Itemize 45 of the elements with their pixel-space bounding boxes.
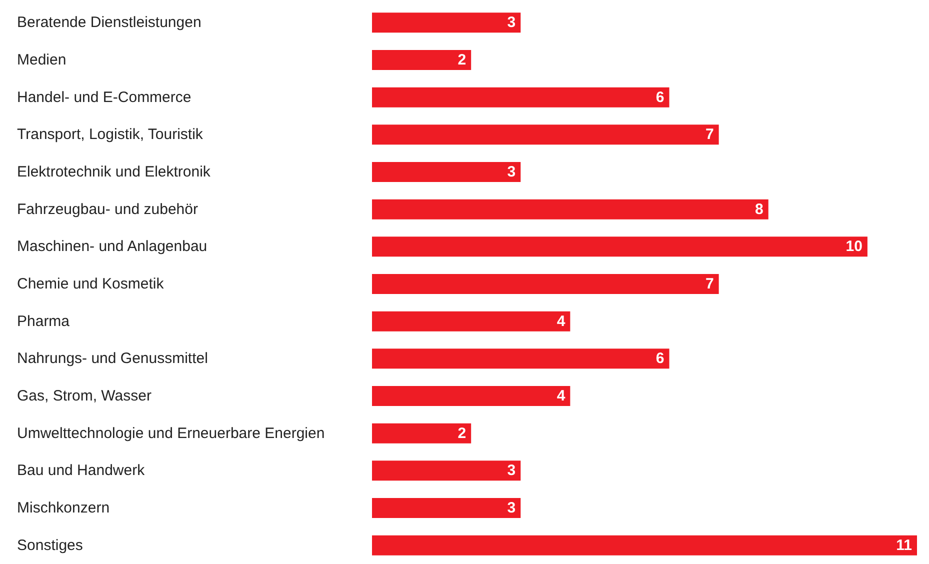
bar — [372, 348, 670, 369]
y-tick-label: Fahrzeugbau- und zubehör — [17, 200, 198, 218]
y-tick-label: Sonstiges — [17, 536, 83, 554]
data-label: 6 — [656, 350, 664, 368]
bar — [372, 87, 670, 108]
data-label: 10 — [846, 238, 862, 256]
data-label: 4 — [556, 388, 566, 404]
y-tick-label: Medien — [17, 52, 66, 68]
y-tick-label: Umwelttechnologie und Erneuerbare Energien — [17, 424, 325, 442]
y-tick-label: Pharma — [17, 312, 70, 330]
data-label: 3 — [507, 164, 516, 180]
data-label: 7 — [705, 126, 714, 144]
bar — [372, 12, 521, 33]
y-tick-label: Mischkonzern — [17, 500, 110, 516]
bar — [372, 460, 521, 481]
data-label: 3 — [507, 500, 516, 516]
data-label: 4 — [556, 312, 566, 330]
y-tick-label: Elektrotechnik und Elektronik — [17, 164, 211, 180]
bar — [372, 236, 868, 257]
y-tick-label: Gas, Strom, Wasser — [17, 388, 152, 404]
bar — [372, 311, 570, 332]
y-tick-label: Nahrungs- und Genussmittel — [17, 350, 208, 368]
bar — [372, 124, 719, 145]
data-label: 2 — [458, 52, 466, 68]
data-label: 3 — [507, 462, 516, 480]
y-tick-label: Bau und Handwerk — [17, 462, 146, 480]
data-label: 6 — [656, 88, 664, 106]
bar — [372, 423, 472, 444]
bar — [372, 162, 521, 182]
bar — [372, 386, 570, 406]
bar — [372, 274, 719, 294]
data-label: 2 — [458, 424, 466, 442]
y-tick-label: Beratende Dienstleistungen — [17, 14, 202, 32]
y-tick-label: Handel- und E-Commerce — [17, 88, 192, 106]
bar — [372, 498, 521, 518]
data-label: 7 — [705, 276, 714, 292]
bar — [372, 199, 768, 220]
y-tick-label: Chemie und Kosmetik — [17, 276, 164, 292]
bar — [372, 535, 917, 556]
data-label: 3 — [507, 14, 516, 32]
data-label: 8 — [755, 200, 764, 218]
y-tick-label: Maschinen- und Anlagenbau — [17, 238, 208, 256]
y-tick-label: Transport, Logistik, Touristik — [17, 126, 204, 144]
bar — [372, 50, 472, 70]
data-label: 11 — [896, 536, 912, 554]
